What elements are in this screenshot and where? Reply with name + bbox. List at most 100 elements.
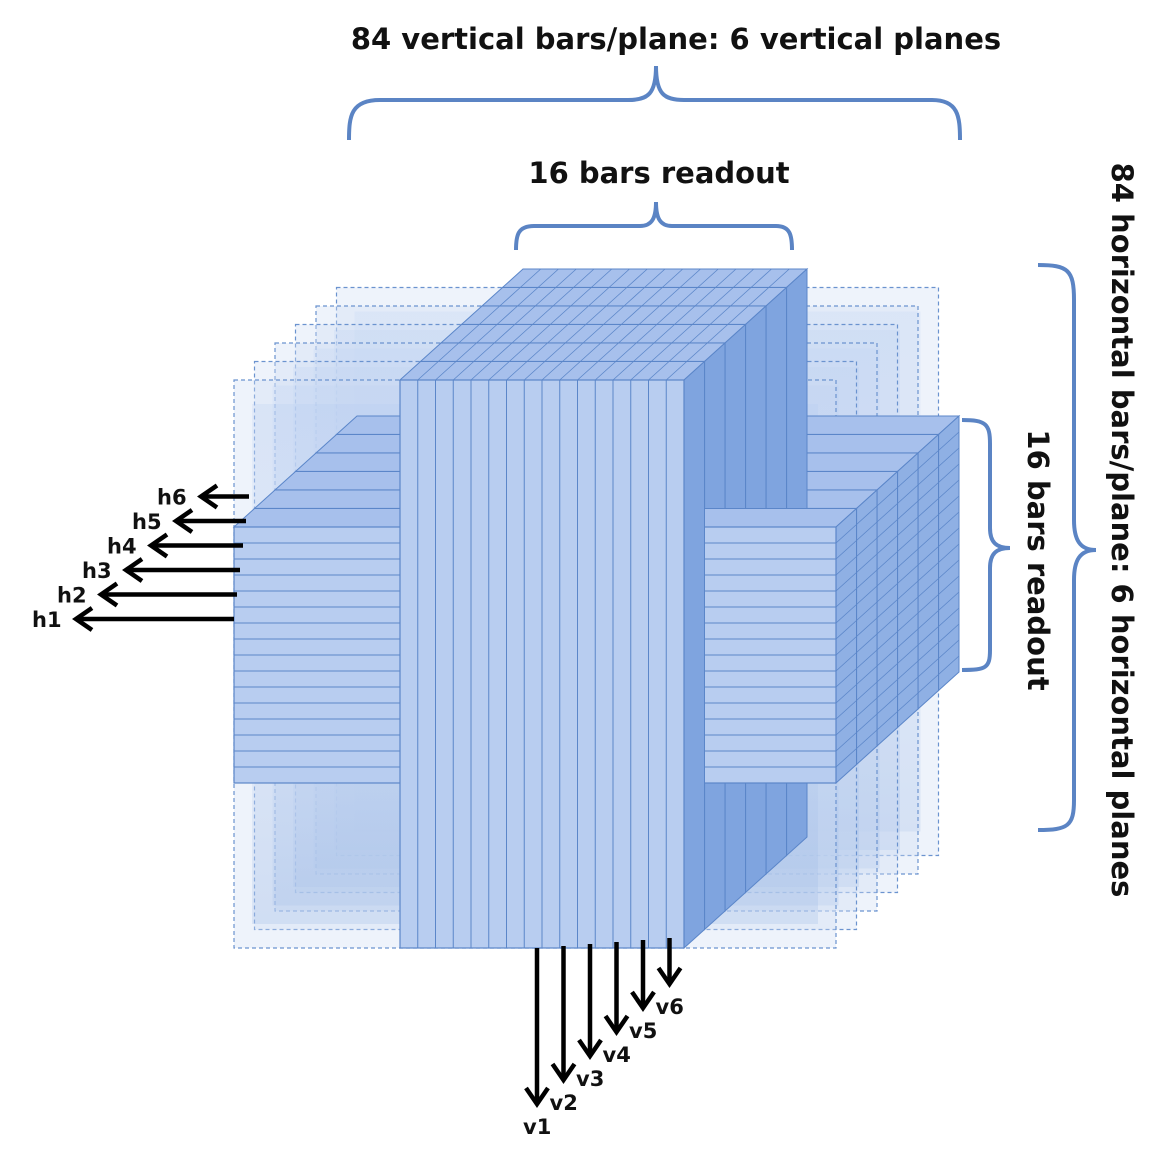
bar-end-edge	[897, 564, 919, 584]
h-output-label: h1	[32, 608, 62, 632]
v-arrow-head	[656, 966, 683, 988]
bar-end-edge	[562, 342, 584, 362]
h-output-label: h4	[107, 535, 137, 559]
bar-end-edge	[508, 342, 531, 362]
bar-end-edge	[856, 569, 878, 589]
bar-end-edge	[519, 268, 542, 288]
bar-end-edge	[938, 447, 960, 467]
bar-end-edge	[567, 305, 589, 325]
bar-end-edge	[653, 324, 675, 344]
h-arrow-head	[147, 532, 169, 559]
bar-end-edge	[938, 479, 960, 499]
bar-end-edge	[541, 361, 563, 381]
bar-end-edge	[856, 713, 878, 733]
bar-end-edge	[835, 716, 857, 736]
bar-end-edge	[856, 633, 878, 653]
bar-end-edge	[478, 305, 501, 325]
bar-end-edge	[641, 287, 663, 307]
bar-end-edge	[547, 324, 569, 344]
v-arrow-head	[630, 990, 656, 1012]
bar-end-edge	[876, 599, 898, 619]
bar-end-edge	[938, 431, 960, 451]
bar-end-edge	[876, 695, 898, 715]
right-outer-label: 84 horizontal bars/plane: 6 horizontal p…	[1105, 163, 1139, 898]
bar-end-edge	[856, 649, 878, 669]
bar-end-edge	[661, 268, 684, 288]
bar-end-edge	[876, 567, 898, 587]
bar-end-edge	[559, 361, 581, 381]
bar-end-edge	[876, 631, 898, 651]
bar-end-edge	[917, 514, 939, 534]
bar-end-edge	[938, 559, 960, 579]
bar-end-edge	[876, 503, 898, 523]
bar-end-edge	[697, 268, 719, 288]
bar-end-edge	[659, 287, 681, 307]
bar-end-edge	[612, 361, 634, 381]
bar-end-edge	[523, 361, 546, 381]
h-output-label: h2	[57, 584, 87, 608]
bar-end-edge	[747, 287, 770, 307]
bar-end-edge	[590, 268, 613, 288]
bar-end-edge	[938, 463, 960, 483]
bar-end-edge	[732, 268, 755, 288]
bar-end-edge	[730, 287, 752, 307]
bar-end-edge	[917, 594, 939, 614]
bar-end-edge	[712, 287, 734, 307]
bar-end-edge	[597, 342, 619, 362]
bar-end-edge	[511, 324, 533, 344]
bar-end-edge	[835, 652, 857, 672]
bar-end-edge	[876, 519, 898, 539]
bar-end-edge	[835, 684, 857, 704]
h-arrow-head	[197, 483, 219, 510]
bar-end-edge	[691, 305, 714, 325]
bar-end-edge	[605, 287, 628, 307]
bar-end-edge	[573, 268, 595, 288]
bar-end-edge	[897, 660, 919, 680]
bar-end-edge	[938, 527, 960, 547]
bar-end-edge	[876, 583, 898, 603]
bar-end-edge	[417, 361, 439, 381]
bar-end-edge	[897, 580, 919, 600]
bar-end-edge	[876, 551, 898, 571]
v-output-label: v3	[576, 1067, 604, 1091]
bar-end-edge	[876, 535, 898, 555]
bar-end-edge	[671, 324, 693, 344]
bar-end-edge	[476, 324, 498, 344]
bar-end-edge	[626, 268, 648, 288]
v-arrow-head	[550, 1062, 577, 1084]
bar-end-edge	[897, 468, 919, 488]
bar-end-edge	[917, 482, 939, 502]
bar-end-edge	[491, 342, 513, 362]
bar-end-edge	[648, 361, 670, 381]
bar-end-edge	[897, 628, 919, 648]
bar-end-edge	[835, 604, 857, 624]
bar-end-edge	[676, 287, 699, 307]
bar-end-edge	[856, 537, 878, 557]
bar-end-edge	[938, 543, 960, 563]
bar-end-edge	[493, 324, 516, 344]
top-inner-label: 16 bars readout	[528, 156, 789, 190]
bar-end-edge	[499, 287, 521, 307]
bar-end-edge	[620, 305, 643, 325]
v-output-label: v5	[629, 1019, 657, 1043]
bar-end-edge	[768, 268, 790, 288]
top-outer-label: 84 vertical bars/plane: 6 vertical plane…	[351, 22, 1001, 56]
bar-end-edge	[835, 572, 857, 592]
vertical-plane	[398, 360, 706, 950]
v-output-label: v1	[523, 1115, 551, 1139]
v-output-label: v4	[603, 1043, 631, 1067]
bar-end-edge	[650, 342, 673, 362]
bar-end-edge	[856, 585, 878, 605]
v-arrow-head	[603, 1014, 630, 1036]
bar-end-edge	[715, 268, 737, 288]
bar-end-edge	[917, 642, 939, 662]
bar-end-edge	[709, 305, 731, 325]
bar-end-edge	[917, 546, 939, 566]
bar-end-edge	[582, 324, 604, 344]
v-arrow-head	[524, 1086, 550, 1108]
bar-end-edge	[897, 596, 919, 616]
bar-end-edge	[470, 361, 492, 381]
bar-end-edge	[630, 361, 652, 381]
bar-end-edge	[532, 305, 554, 325]
